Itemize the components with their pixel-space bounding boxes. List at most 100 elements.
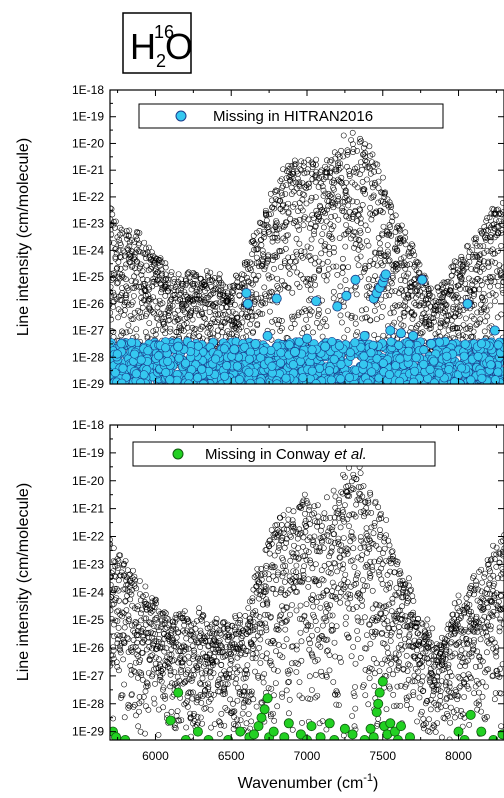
background-line-marker	[254, 572, 261, 578]
background-line-marker	[375, 199, 382, 206]
background-line-marker	[407, 261, 413, 268]
background-line-marker	[169, 693, 176, 700]
background-line-marker	[149, 279, 156, 285]
background-line-marker	[183, 280, 190, 287]
background-line-marker	[469, 281, 476, 288]
background-line-marker	[110, 660, 116, 666]
background-line-marker	[123, 577, 130, 584]
background-line-marker	[182, 282, 189, 289]
background-line-marker	[471, 291, 477, 297]
background-line-marker	[330, 249, 337, 256]
missing-band-marker	[457, 363, 467, 373]
background-line-marker	[245, 605, 252, 611]
background-line-marker	[256, 228, 263, 234]
background-line-marker	[244, 328, 250, 334]
background-line-marker	[401, 260, 408, 267]
background-line-marker	[293, 569, 299, 576]
background-line-marker	[190, 283, 197, 289]
background-line-marker	[311, 273, 318, 280]
background-line-marker	[248, 309, 255, 316]
background-line-marker	[155, 259, 162, 266]
background-line-marker	[281, 545, 288, 551]
background-line-marker	[153, 615, 160, 621]
background-line-marker	[144, 680, 151, 687]
background-line-marker	[257, 311, 264, 317]
missing-band-marker	[284, 340, 294, 350]
background-line-marker	[112, 254, 119, 260]
background-line-marker	[457, 286, 463, 292]
background-line-marker	[278, 587, 285, 594]
background-line-marker	[378, 314, 385, 320]
background-line-marker	[273, 530, 280, 536]
background-line-marker	[435, 329, 442, 336]
background-line-marker	[381, 194, 388, 201]
background-line-marker	[297, 602, 304, 609]
background-line-marker	[309, 565, 316, 572]
missing-band-marker	[235, 374, 245, 384]
background-line-marker	[384, 248, 391, 255]
background-line-marker	[127, 663, 134, 669]
background-line-marker	[217, 310, 223, 317]
background-line-marker	[119, 692, 126, 699]
missing-band-marker	[345, 348, 355, 358]
background-line-marker	[119, 271, 125, 278]
missing-band-marker	[429, 378, 439, 384]
background-line-marker	[141, 287, 148, 294]
background-line-marker	[228, 298, 235, 304]
background-line-marker	[278, 611, 284, 618]
background-line-marker	[309, 511, 315, 518]
background-line-marker	[125, 636, 132, 642]
missing-band-marker	[327, 336, 337, 346]
background-line-marker	[167, 302, 173, 308]
background-line-marker	[276, 247, 283, 254]
background-line-marker	[166, 308, 173, 315]
background-line-marker	[372, 256, 378, 262]
background-line-marker	[302, 553, 308, 559]
missing-point	[417, 274, 428, 285]
background-line-marker	[290, 521, 296, 527]
background-line-marker	[500, 209, 504, 216]
background-line-marker	[278, 522, 285, 528]
background-line-marker	[185, 704, 191, 710]
background-line-marker	[405, 294, 412, 301]
background-line-marker	[292, 218, 298, 224]
background-line-marker	[471, 316, 477, 322]
background-line-marker	[151, 623, 157, 629]
background-line-marker	[241, 692, 247, 699]
background-line-marker	[249, 261, 255, 267]
background-line-marker	[248, 688, 255, 695]
background-line-marker	[309, 212, 316, 218]
background-line-marker	[283, 204, 290, 211]
background-line-marker	[215, 286, 222, 293]
background-line-marker	[115, 259, 122, 265]
background-line-marker	[213, 646, 220, 653]
background-line-marker	[301, 491, 308, 498]
background-line-marker	[349, 129, 356, 136]
background-line-marker	[296, 200, 303, 206]
background-line-marker	[367, 258, 374, 265]
y-tick-label: 1E-23	[72, 217, 104, 231]
background-line-marker	[375, 185, 382, 192]
background-line-marker	[400, 313, 407, 320]
y-tick-label: 1E-22	[72, 190, 104, 204]
background-line-marker	[257, 629, 263, 636]
background-line-marker	[499, 287, 504, 293]
background-line-marker	[149, 252, 156, 259]
background-line-marker	[346, 196, 353, 203]
background-line-marker	[323, 617, 330, 624]
background-line-marker	[253, 572, 260, 579]
background-line-marker	[156, 309, 163, 316]
bottom-background-lines	[110, 464, 504, 740]
background-line-marker	[299, 180, 306, 186]
top-background-lines	[110, 129, 504, 384]
background-line-marker	[379, 209, 386, 216]
background-line-marker	[289, 643, 296, 650]
background-line-marker	[212, 649, 219, 655]
background-line-marker	[355, 236, 362, 243]
missing-point	[311, 296, 322, 307]
y-tick-label: 1E-19	[72, 110, 104, 124]
background-line-marker	[273, 533, 280, 540]
background-line-marker	[125, 704, 132, 711]
background-line-marker	[191, 634, 197, 641]
background-line-marker	[325, 605, 332, 612]
